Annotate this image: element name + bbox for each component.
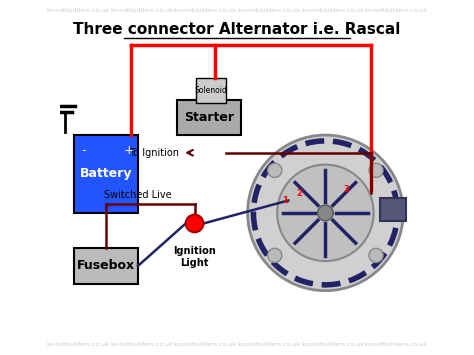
Text: locostbuilders.co.uk: locostbuilders.co.uk — [365, 342, 428, 346]
Text: 1: 1 — [282, 196, 288, 205]
Text: To Ignition: To Ignition — [129, 148, 182, 158]
Circle shape — [318, 205, 333, 221]
Text: 3: 3 — [344, 185, 349, 195]
Text: locostbuilders.co.uk: locostbuilders.co.uk — [301, 342, 364, 346]
Circle shape — [268, 248, 282, 262]
Text: 2: 2 — [296, 189, 302, 198]
Circle shape — [277, 165, 374, 261]
FancyBboxPatch shape — [74, 135, 138, 213]
Circle shape — [369, 163, 383, 178]
Text: locostbuilders.co.uk: locostbuilders.co.uk — [237, 342, 301, 346]
Text: Ignition
Light: Ignition Light — [173, 246, 216, 268]
Circle shape — [268, 163, 282, 178]
Text: Fusebox: Fusebox — [77, 260, 135, 272]
Text: -: - — [81, 144, 85, 158]
Circle shape — [186, 215, 203, 232]
Circle shape — [369, 248, 383, 262]
Text: +: + — [124, 144, 135, 158]
Text: locostbuilders.co.uk: locostbuilders.co.uk — [110, 9, 173, 13]
Text: locostbuilders.co.uk: locostbuilders.co.uk — [237, 9, 301, 13]
FancyBboxPatch shape — [177, 100, 240, 135]
Text: Starter: Starter — [184, 111, 234, 124]
Text: locostbuilders.co.uk: locostbuilders.co.uk — [173, 342, 237, 346]
Text: Switched Live: Switched Live — [104, 191, 172, 201]
Text: Three connector Alternator i.e. Rascal: Three connector Alternator i.e. Rascal — [73, 22, 401, 37]
FancyBboxPatch shape — [380, 198, 406, 221]
Text: Solenoid: Solenoid — [195, 86, 228, 95]
Text: locostbuilders.co.uk: locostbuilders.co.uk — [301, 9, 364, 13]
Text: locostbuilders.co.uk: locostbuilders.co.uk — [110, 342, 173, 346]
Text: locostbuilders.co.uk: locostbuilders.co.uk — [365, 9, 428, 13]
Text: locostbuilders.co.uk: locostbuilders.co.uk — [173, 9, 237, 13]
Circle shape — [247, 135, 403, 291]
Text: Battery: Battery — [80, 168, 132, 180]
Text: locostbuilders.co.uk: locostbuilders.co.uk — [46, 342, 109, 346]
Text: locostbuilders.co.uk: locostbuilders.co.uk — [46, 9, 109, 13]
FancyBboxPatch shape — [74, 248, 138, 284]
FancyBboxPatch shape — [196, 78, 227, 103]
